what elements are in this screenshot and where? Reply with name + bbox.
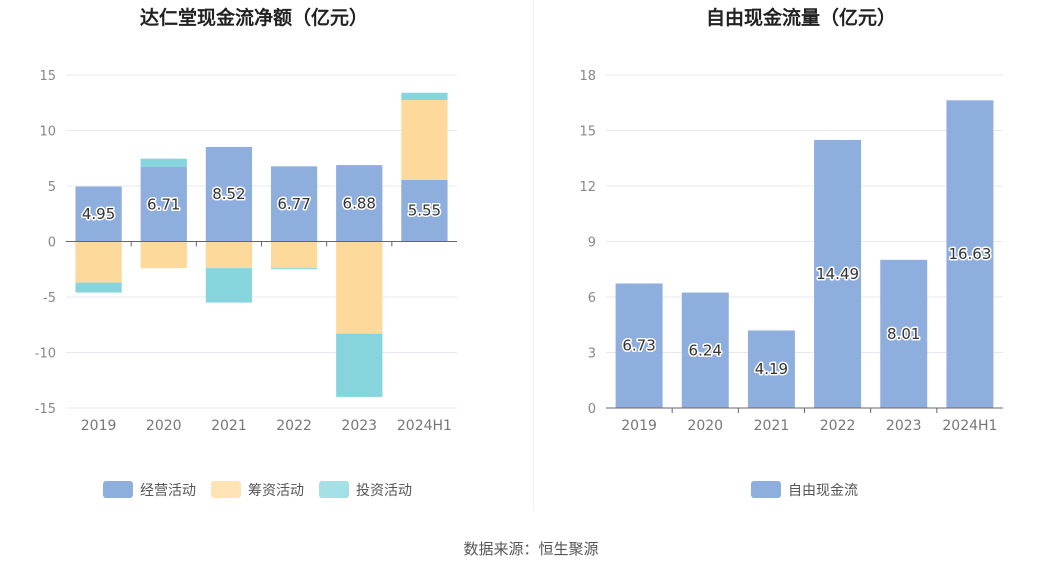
y-tick-label: 15 <box>579 125 596 140</box>
data-label-halo: 8.01 <box>887 325 920 343</box>
y-tick-label: -10 <box>35 347 56 362</box>
data-label-halo: 8.52 <box>212 185 245 203</box>
bar-筹资活动-2024H1 <box>401 99 448 180</box>
bar-投资活动-2019 <box>75 282 122 293</box>
y-tick-label: 15 <box>39 69 56 84</box>
legend-label: 投资活动 <box>356 483 412 499</box>
chart-title: 达仁堂现金流净额（亿元） <box>140 6 368 29</box>
y-tick-label: -5 <box>43 291 56 306</box>
bar-筹资活动-2021 <box>205 241 253 269</box>
bar-投资活动-2024H1 <box>401 92 448 100</box>
data-label: 16.63 <box>948 245 991 263</box>
legend-swatch-筹资活动 <box>211 481 241 498</box>
chart-title: 自由现金流量（亿元） <box>706 6 896 29</box>
data-label: 6.77 <box>277 195 310 213</box>
bar-经营活动-2021 <box>205 146 253 242</box>
bar-经营活动-2020 <box>140 167 187 242</box>
data-label-halo: 4.95 <box>82 205 115 223</box>
y-tick-label: -15 <box>35 402 56 417</box>
data-label-halo: 6.71 <box>147 195 180 213</box>
bar-投资活动-2023 <box>336 333 383 397</box>
x-tick-label: 2024H1 <box>942 418 997 434</box>
legend-swatch-投资活动 <box>319 481 349 498</box>
bar-自由现金流-2021 <box>747 330 795 408</box>
data-label: 4.19 <box>755 360 788 378</box>
x-tick-label: 2023 <box>886 418 922 434</box>
data-label-halo: 4.19 <box>755 360 788 378</box>
data-label-halo: 6.73 <box>622 337 655 355</box>
x-tick-label: 2020 <box>687 418 723 434</box>
data-label-halo: 6.88 <box>343 194 376 212</box>
x-tick-label: 2019 <box>81 418 117 434</box>
y-tick-label: 12 <box>579 180 596 195</box>
data-label: 14.49 <box>816 265 859 283</box>
data-label: 6.88 <box>343 194 376 212</box>
cashflow-net-chart: 达仁堂现金流净额（亿元） -15 -10 -5 0 5 10 15 2019 2020 2021 20… <box>35 6 457 499</box>
bar-筹资活动-2019 <box>75 241 122 283</box>
data-label: 8.01 <box>887 325 920 343</box>
data-source-note: 数据来源：恒生聚源 <box>463 540 599 558</box>
legend-label: 筹资活动 <box>248 482 304 499</box>
legend-swatch-自由现金流 <box>751 481 781 498</box>
bar-投资活动-2022 <box>270 268 318 270</box>
data-label: 8.52 <box>212 185 245 203</box>
x-tick-label: 2023 <box>341 418 377 434</box>
data-label-halo: 14.49 <box>816 265 859 283</box>
bar-自由现金流-2022 <box>814 139 862 408</box>
bar-经营活动-2024H1 <box>401 179 448 242</box>
legend-label: 经营活动 <box>140 483 196 499</box>
data-label: 5.55 <box>408 202 441 220</box>
data-label-halo: 16.63 <box>948 245 991 263</box>
x-tick-label: 2022 <box>276 418 312 434</box>
y-tick-label: 10 <box>39 125 56 140</box>
y-tick-label: 0 <box>588 402 596 417</box>
x-tick-label: 2020 <box>146 418 182 434</box>
bar-自由现金流-2024H1 <box>946 100 994 408</box>
free-cashflow-chart: 自由现金流量（亿元） 0 3 6 9 12 15 18 2019 2020 2021 2022 2023… <box>579 6 1003 499</box>
y-tick-label: 0 <box>48 236 56 251</box>
data-label: 6.73 <box>622 337 655 355</box>
data-label-halo: 6.77 <box>277 195 310 213</box>
y-tick-label: 6 <box>588 291 596 306</box>
legend-swatch-经营活动 <box>103 481 133 498</box>
y-tick-label: 18 <box>579 69 596 84</box>
bar-经营活动-2019 <box>75 186 122 242</box>
y-tick-label: 9 <box>588 236 596 251</box>
data-label-halo: 6.24 <box>689 341 722 359</box>
legend-label: 自由现金流 <box>788 483 858 499</box>
data-label: 6.71 <box>147 195 180 213</box>
bar-筹资活动-2022 <box>270 241 318 269</box>
bar-筹资活动-2020 <box>140 241 187 269</box>
bar-投资活动-2021 <box>205 268 253 303</box>
panel-divider <box>533 0 534 510</box>
data-label: 4.95 <box>82 205 115 223</box>
bar-筹资活动-2023 <box>336 241 383 334</box>
bar-经营活动-2022 <box>270 166 318 242</box>
x-tick-label: 2021 <box>211 418 247 434</box>
bar-自由现金流-2020 <box>681 292 729 408</box>
bar-自由现金流-2019 <box>615 283 663 408</box>
bar-经营活动-2023 <box>336 165 383 242</box>
y-tick-label: 5 <box>48 180 56 195</box>
x-tick-label: 2022 <box>820 418 856 434</box>
y-tick-label: 3 <box>588 347 596 362</box>
data-label-halo: 5.55 <box>408 202 441 220</box>
x-tick-label: 2019 <box>621 418 657 434</box>
bar-投资活动-2020 <box>140 158 187 168</box>
bar-自由现金流-2023 <box>880 259 928 408</box>
data-label: 6.24 <box>689 341 722 359</box>
x-tick-label: 2021 <box>754 418 790 434</box>
x-tick-label: 2024H1 <box>397 418 452 434</box>
